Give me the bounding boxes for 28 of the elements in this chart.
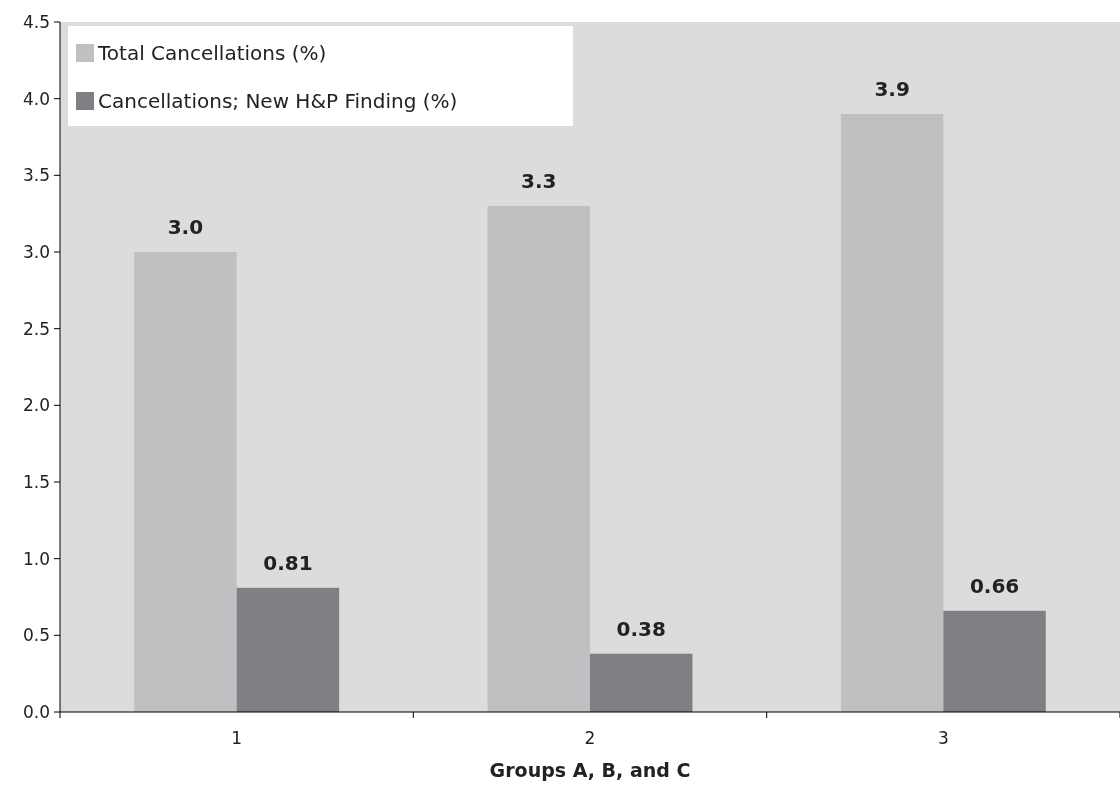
y-tick-label: 4.0 <box>22 88 50 109</box>
y-tick-label: 3.5 <box>22 165 50 186</box>
x-tick-label: 2 <box>584 728 596 748</box>
legend-label: Cancellations; New H&P Finding (%) <box>98 89 458 113</box>
legend-label: Total Cancellations (%) <box>97 41 327 65</box>
y-tick-label: 1.0 <box>22 548 50 569</box>
y-tick-label: 1.5 <box>22 471 50 492</box>
bar <box>134 252 237 712</box>
data-label: 0.38 <box>616 616 666 641</box>
y-tick-label: 2.5 <box>22 318 50 339</box>
bar <box>840 114 944 712</box>
y-tick-label: 3.0 <box>22 241 50 262</box>
x-tick-label: 3 <box>937 728 949 748</box>
bar <box>590 653 693 712</box>
x-axis-title: Groups A, B, and C <box>489 759 691 781</box>
bar <box>236 587 340 712</box>
data-label: 0.81 <box>263 550 313 575</box>
x-tick-label: 1 <box>231 728 243 748</box>
data-label: 0.66 <box>969 573 1020 598</box>
data-label: 3.9 <box>874 77 910 101</box>
y-tick-label: 0.5 <box>22 625 50 646</box>
bar <box>943 610 1046 712</box>
y-tick-label: 4.5 <box>22 11 50 32</box>
data-label: 3.0 <box>167 215 204 239</box>
y-tick-label: 0.0 <box>22 701 50 722</box>
y-tick-label: 2.0 <box>22 395 50 416</box>
data-label: 3.3 <box>521 169 557 193</box>
bar <box>487 206 590 712</box>
